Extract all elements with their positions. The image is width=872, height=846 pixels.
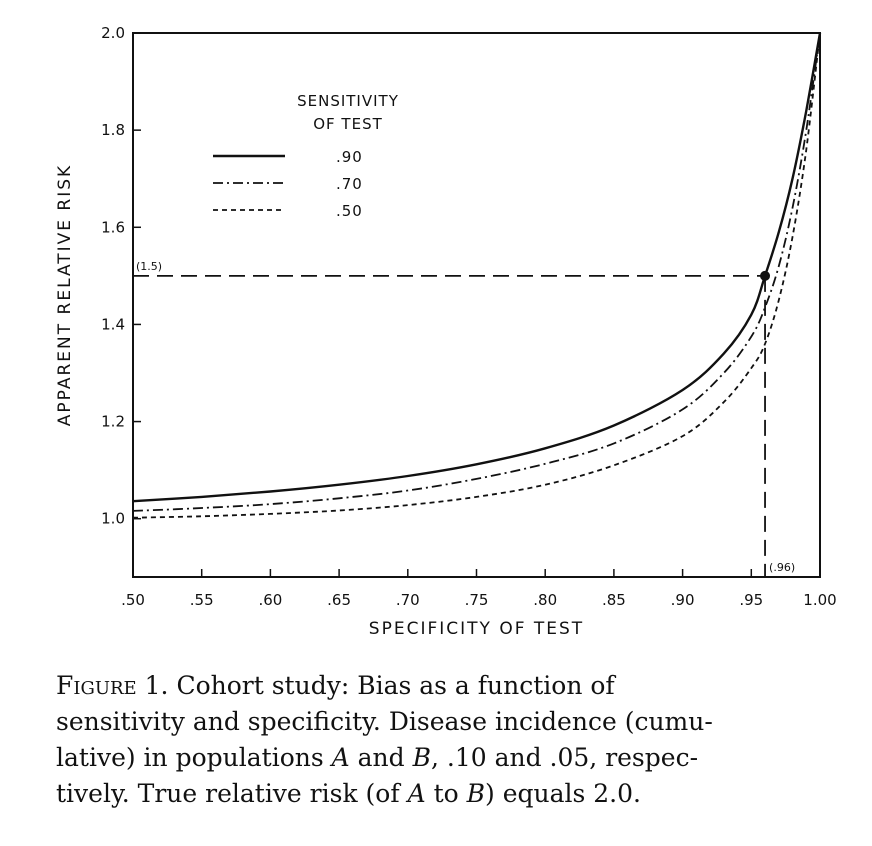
annotation-specificity: (.96) bbox=[769, 561, 795, 574]
population-b-symbol-2: B bbox=[466, 779, 485, 808]
y-tick-label: 1.6 bbox=[101, 218, 125, 236]
x-tick-label: .90 bbox=[671, 591, 695, 609]
reference-layer: (1.5) (.96) bbox=[133, 260, 795, 577]
caption-line-2: sensitivity and specificity. Disease inc… bbox=[56, 707, 713, 736]
population-a-symbol: A bbox=[331, 743, 350, 772]
x-tick-label: .50 bbox=[121, 591, 145, 609]
x-tick-label: .75 bbox=[465, 591, 489, 609]
y-axis-ticks: 1.0 1.2 1.4 1.6 1.8 2.0 bbox=[101, 24, 141, 528]
caption-text-3a: lative) in populations bbox=[56, 743, 332, 772]
x-tick-label: .60 bbox=[258, 591, 282, 609]
relative-risk-chart: .50.55.60.65.70.75.80.85.90.95 1.00 1.01.… bbox=[55, 24, 837, 639]
caption-text-4b: to bbox=[425, 779, 467, 808]
intersection-marker bbox=[760, 270, 771, 281]
y-tick-label: 1.2 bbox=[101, 413, 125, 431]
legend-title-line-2: OF TEST bbox=[313, 115, 383, 133]
caption-text-4a: tively. True relative risk (of bbox=[56, 779, 408, 808]
caption-line-4: tively. True relative risk (of A to B) e… bbox=[56, 776, 846, 812]
legend-title-line-1: SENSITIVITY bbox=[297, 92, 399, 110]
legend-label-90: .90 bbox=[336, 148, 363, 166]
caption-text-3c: , .10 and .05, respec- bbox=[430, 743, 699, 772]
series-layer bbox=[132, 32, 822, 519]
x-axis-ticks: .50 .55 .60 .65 .70 .75 .80 .85 .90 .95 1.00 bbox=[121, 569, 837, 609]
y-tick-label: 1.0 bbox=[101, 510, 125, 528]
x-axis-title: SPECIFICITY OF TEST bbox=[369, 619, 584, 639]
annotation-relative-risk: (1.5) bbox=[136, 260, 162, 273]
figure-label: Figure 1. bbox=[56, 671, 169, 700]
series-line-sens-90 bbox=[132, 32, 822, 503]
series-line-sens-70 bbox=[132, 32, 821, 512]
legend-label-70: .70 bbox=[336, 175, 363, 193]
caption-line-3: lative) in populations A and B, .10 and … bbox=[56, 740, 846, 776]
legend: SENSITIVITY OF TEST .90 .70 .50 bbox=[213, 92, 399, 220]
figure-caption: Figure 1. Cohort study: Bias as a functi… bbox=[56, 668, 846, 812]
caption-text-4c: ) equals 2.0. bbox=[485, 779, 641, 808]
x-tick-label: 1.00 bbox=[803, 591, 836, 609]
x-tick-label: .95 bbox=[739, 591, 763, 609]
y-tick-label: 1.4 bbox=[101, 315, 125, 333]
x-tick-label: .65 bbox=[327, 591, 351, 609]
x-tick-label: .55 bbox=[190, 591, 214, 609]
population-b-symbol: B bbox=[412, 743, 431, 772]
y-tick-label: 1.8 bbox=[101, 121, 125, 139]
caption-text-3b: and bbox=[349, 743, 413, 772]
x-tick-label: .80 bbox=[533, 591, 557, 609]
population-a-symbol-2: A bbox=[407, 779, 426, 808]
x-tick-label: .85 bbox=[602, 591, 626, 609]
legend-label-50: .50 bbox=[336, 202, 363, 220]
x-tick-label: .70 bbox=[396, 591, 420, 609]
series-line-sens-50 bbox=[132, 32, 821, 519]
y-axis-title: APPARENT RELATIVE RISK bbox=[55, 164, 75, 426]
caption-line-1: Figure 1. Cohort study: Bias as a functi… bbox=[56, 668, 846, 704]
caption-text-1: Cohort study: Bias as a function of bbox=[168, 671, 615, 700]
y-tick-label: 2.0 bbox=[101, 24, 125, 42]
